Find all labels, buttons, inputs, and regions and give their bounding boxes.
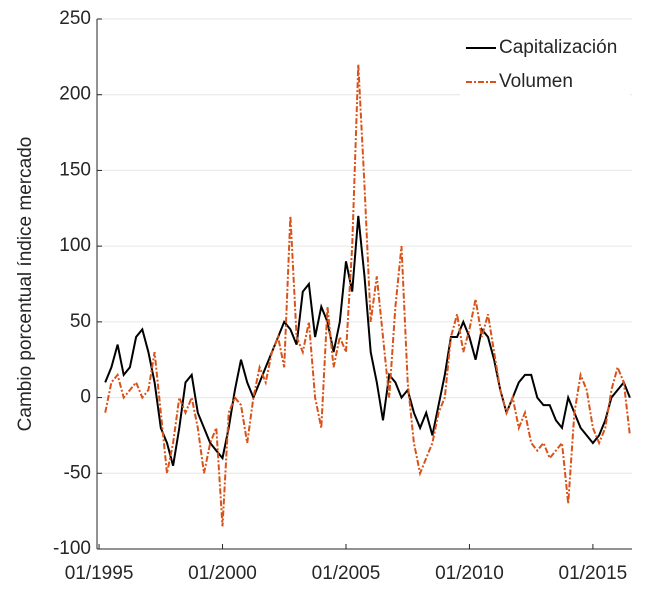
x-tick-label: 01/2000 (188, 563, 257, 584)
y-axis-label: Cambio porcentual índice mercado (15, 137, 36, 432)
y-tick-label: -50 (64, 462, 91, 483)
legend-label: Capitalización (499, 37, 617, 58)
series-line (104, 64, 631, 527)
y-tick-label: -100 (53, 538, 91, 559)
series-line (104, 215, 631, 466)
x-tick-label: 01/2015 (559, 563, 628, 584)
x-tick-label: 01/1995 (65, 563, 134, 584)
legend-label: Volumen (499, 71, 573, 92)
y-tick-label: 100 (59, 235, 91, 256)
y-tick-label: 0 (80, 387, 91, 408)
y-tick-label: 150 (59, 159, 91, 180)
y-tick-label: 200 (59, 84, 91, 105)
x-tick-label: 01/2005 (312, 563, 381, 584)
x-tick-label: 01/2010 (435, 563, 504, 584)
y-tick-label: 50 (70, 311, 91, 332)
legend-box (460, 30, 630, 102)
y-tick-label: 250 (59, 8, 91, 29)
